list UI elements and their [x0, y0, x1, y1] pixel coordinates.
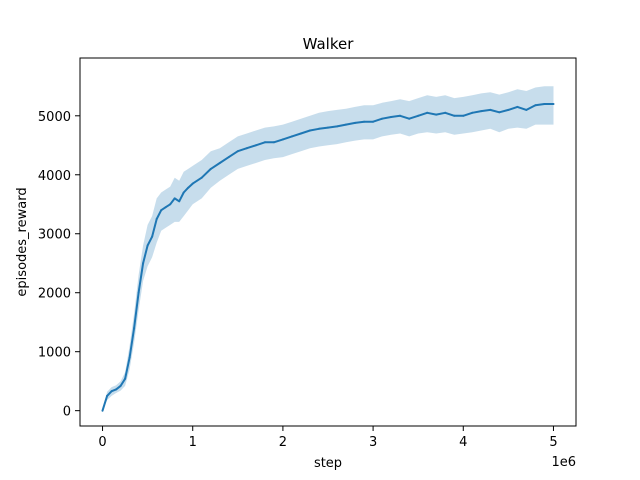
data-point: [200, 176, 203, 179]
data-point: [101, 409, 104, 412]
plot-frame: [79, 57, 577, 427]
data-point: [327, 126, 329, 129]
y-axis-label: episodes_reward: [15, 187, 30, 296]
data-point: [498, 111, 501, 114]
data-point: [128, 356, 131, 359]
data-point: [480, 110, 483, 113]
data-point: [169, 203, 172, 206]
data-point: [218, 162, 221, 164]
x-tick-label: 4: [459, 435, 467, 450]
data-point: [408, 117, 411, 120]
data-point: [345, 123, 347, 126]
x-tick-label: 5: [549, 435, 557, 450]
data-point: [263, 141, 266, 144]
data-point: [309, 129, 311, 132]
data-point: [516, 105, 519, 108]
data-point: [462, 114, 465, 117]
data-point: [191, 182, 194, 185]
data-point: [110, 390, 113, 393]
data-point: [155, 218, 158, 220]
data-point: [318, 127, 320, 130]
data-point: [272, 141, 275, 144]
x-tick-label: 2: [279, 435, 287, 450]
data-point: [399, 114, 402, 117]
y-tick-label: 5000: [38, 110, 71, 125]
x-axis-offset-label: 1e6: [551, 455, 576, 470]
y-tick-label: 3000: [38, 228, 71, 243]
data-point: [182, 191, 185, 194]
y-axis-ticks: 0 1000 2000 3000 4000 5000: [38, 110, 80, 420]
data-point: [115, 388, 118, 391]
data-point: [187, 186, 190, 189]
data-point: [146, 244, 149, 247]
data-point: [417, 114, 420, 117]
confidence-band: [102, 86, 554, 411]
y-tick-label: 0: [63, 405, 71, 420]
data-point: [372, 120, 375, 123]
data-point: [236, 150, 239, 153]
chart-title: Walker: [303, 35, 355, 53]
data-point: [390, 116, 393, 118]
series-points: [101, 103, 555, 412]
x-tick-label: 0: [98, 435, 106, 450]
x-tick-label: 3: [369, 435, 377, 450]
data-point: [426, 111, 429, 114]
data-point: [489, 108, 492, 111]
data-point: [444, 111, 447, 114]
data-point: [552, 103, 555, 105]
data-point: [363, 120, 366, 123]
data-point: [164, 206, 167, 209]
data-point: [142, 262, 145, 265]
data-point: [137, 291, 140, 294]
data-point: [543, 103, 546, 105]
data-point: [106, 394, 109, 397]
data-point: [290, 135, 293, 138]
data-point: [119, 384, 122, 387]
data-point: [435, 113, 438, 116]
data-point: [209, 167, 212, 170]
data-point: [453, 114, 456, 117]
data-point: [354, 121, 357, 124]
data-point: [281, 138, 284, 141]
data-point: [381, 117, 384, 120]
x-axis-ticks: 0 1 2 3 4 5: [98, 426, 558, 450]
data-point: [151, 235, 154, 238]
data-point: [245, 147, 248, 150]
data-point: [534, 104, 537, 107]
data-point: [507, 108, 510, 111]
data-point: [336, 125, 338, 128]
data-point: [525, 108, 528, 111]
data-point: [173, 197, 176, 200]
data-point: [471, 111, 474, 114]
y-tick-label: 4000: [38, 169, 71, 184]
data-point: [227, 156, 230, 159]
x-axis-label: step: [314, 456, 342, 471]
y-tick-label: 1000: [38, 346, 71, 361]
x-tick-label: 1: [189, 435, 197, 450]
data-point: [178, 200, 181, 203]
data-point: [133, 327, 136, 330]
data-point: [160, 209, 163, 212]
data-point: [299, 132, 302, 135]
y-tick-label: 2000: [38, 287, 71, 302]
data-point: [254, 144, 257, 147]
data-point: [124, 377, 127, 380]
